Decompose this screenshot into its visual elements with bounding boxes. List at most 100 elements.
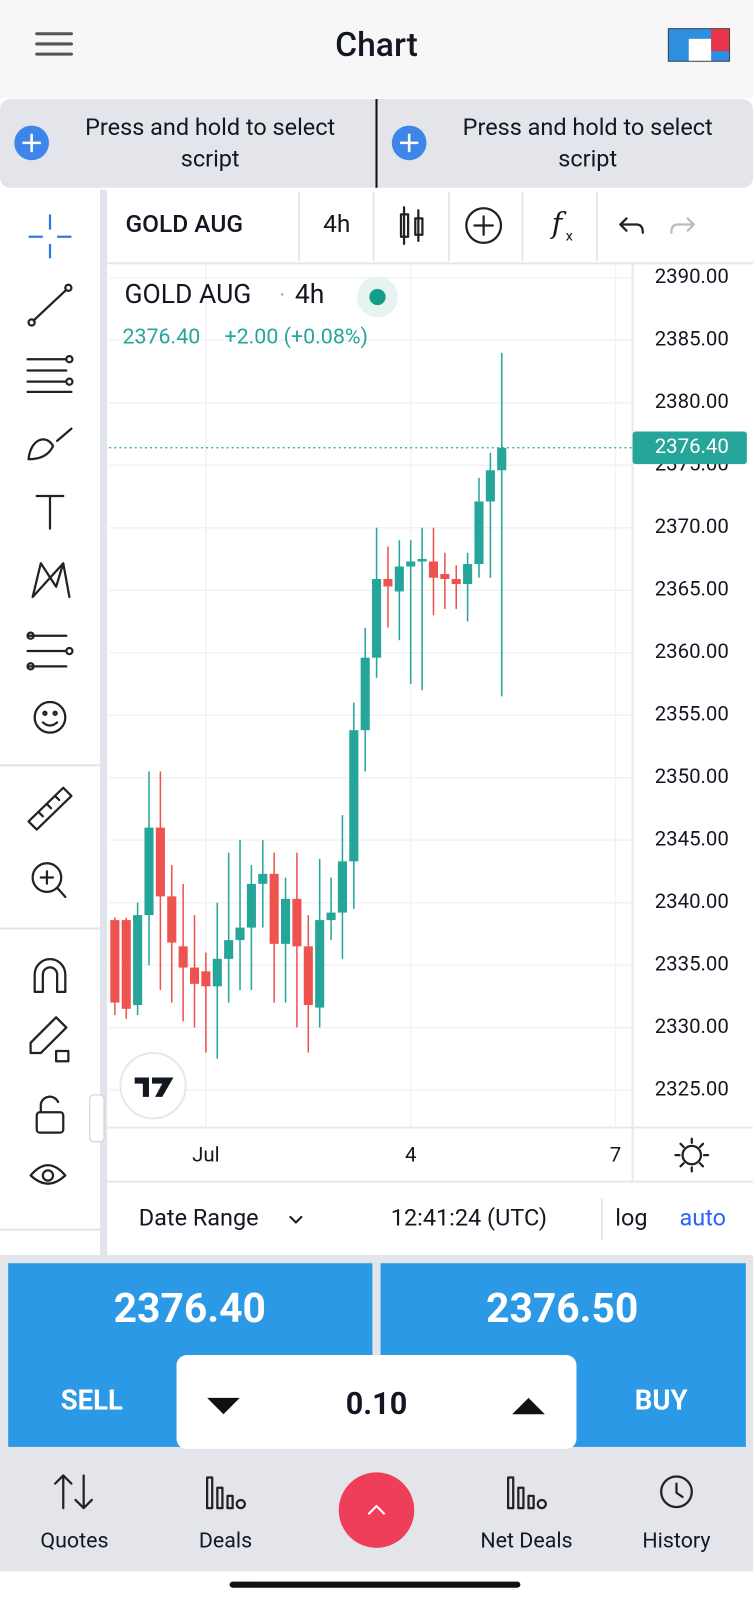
y-tick-label: 2325.00 bbox=[655, 1076, 729, 1100]
history-icon bbox=[660, 1475, 693, 1509]
brush-tool[interactable] bbox=[27, 427, 73, 461]
compare-button[interactable] bbox=[465, 207, 503, 245]
add-script-right[interactable] bbox=[391, 125, 427, 161]
candle-body bbox=[360, 657, 370, 731]
candle-body bbox=[212, 958, 222, 987]
candle-body bbox=[144, 827, 154, 916]
candles bbox=[109, 352, 633, 1059]
log-toggle[interactable]: log bbox=[615, 1204, 647, 1232]
settings-button[interactable] bbox=[674, 1137, 710, 1173]
header-bg bbox=[0, 0, 753, 99]
interval-button[interactable]: 4h bbox=[323, 209, 350, 238]
quantity[interactable]: 0.10 bbox=[346, 1387, 408, 1422]
candle-body bbox=[497, 447, 507, 471]
y-tick-label: 2370.00 bbox=[655, 514, 729, 538]
market-status-dot bbox=[369, 288, 386, 306]
deals-icon bbox=[206, 1476, 247, 1510]
fib-tool[interactable] bbox=[26, 355, 74, 393]
y-tick-label: 2365.00 bbox=[655, 577, 729, 601]
clock: 12:41:24 (UTC) bbox=[391, 1204, 547, 1232]
grid bbox=[109, 265, 633, 1128]
candle-body bbox=[440, 573, 450, 579]
symbol-button[interactable]: GOLD AUG bbox=[126, 209, 244, 238]
visibility-tool[interactable] bbox=[29, 1164, 67, 1185]
toolbar-separators bbox=[297, 191, 598, 262]
header-title: Chart bbox=[335, 26, 418, 65]
redo-button[interactable] bbox=[670, 217, 695, 234]
legend-price: 2376.40 bbox=[122, 324, 200, 349]
candle-body bbox=[246, 883, 256, 928]
emoji-tool[interactable] bbox=[33, 700, 67, 734]
candle-body bbox=[315, 920, 325, 1008]
toolbar-separator bbox=[99, 189, 108, 1256]
undo-button[interactable] bbox=[619, 217, 644, 234]
candle-body bbox=[337, 861, 347, 913]
candle-body bbox=[451, 578, 461, 584]
quotes-icon bbox=[53, 1474, 93, 1510]
y-tick-label: 2355.00 bbox=[655, 702, 729, 726]
account-flag[interactable] bbox=[667, 28, 731, 62]
ruler-tool[interactable] bbox=[27, 786, 73, 831]
legend-change: +2.00 (+0.08%) bbox=[224, 324, 368, 349]
legend-symbol: GOLD AUG bbox=[124, 279, 251, 310]
candle-body bbox=[258, 873, 268, 884]
candle-body bbox=[133, 915, 143, 1006]
candle-body bbox=[417, 558, 427, 562]
auto-toggle[interactable]: auto bbox=[680, 1204, 727, 1232]
legend-dot: · bbox=[280, 282, 285, 306]
script-hint: Press and hold to select bbox=[85, 113, 335, 141]
increase-quantity[interactable] bbox=[512, 1397, 545, 1415]
candle-body bbox=[110, 920, 120, 1003]
candle-body bbox=[349, 730, 359, 862]
candle-body bbox=[121, 920, 131, 1009]
sell-label: SELL bbox=[61, 1383, 123, 1416]
net-deals-icon bbox=[506, 1476, 547, 1510]
candle-body bbox=[155, 827, 165, 897]
candle-body bbox=[269, 873, 279, 944]
candle-body bbox=[326, 912, 336, 921]
prediction-tool[interactable] bbox=[26, 631, 74, 671]
nav-item[interactable]: Quotes bbox=[40, 1528, 108, 1553]
candle-body bbox=[235, 927, 245, 941]
candle-body bbox=[292, 898, 302, 947]
candle-body bbox=[406, 561, 416, 567]
nav-item[interactable]: History bbox=[642, 1528, 710, 1553]
indicators-button[interactable]: x bbox=[566, 229, 573, 245]
home-indicator bbox=[229, 1581, 521, 1588]
date-range-button[interactable]: Date Range bbox=[139, 1204, 259, 1232]
y-tick-label: 2380.00 bbox=[655, 389, 729, 413]
candle-body bbox=[372, 578, 382, 658]
pattern-tool[interactable] bbox=[31, 562, 71, 599]
magnet-tool[interactable] bbox=[33, 958, 67, 993]
script-hint: Press and hold to select bbox=[463, 113, 713, 141]
zoom-tool[interactable] bbox=[31, 862, 67, 899]
lock-tool[interactable] bbox=[35, 1095, 65, 1134]
text-tool[interactable] bbox=[35, 494, 65, 530]
y-tick-label: 2330.00 bbox=[655, 1014, 729, 1038]
trendline-tool[interactable] bbox=[27, 283, 73, 327]
nav-item[interactable]: Net Deals bbox=[480, 1528, 572, 1553]
menu-button[interactable] bbox=[35, 32, 73, 56]
add-script-left[interactable] bbox=[14, 125, 49, 161]
candle-body bbox=[383, 578, 393, 587]
candle-body bbox=[485, 470, 495, 502]
chart-type-button[interactable] bbox=[399, 206, 424, 246]
nav-item[interactable]: Deals bbox=[199, 1528, 252, 1553]
y-tick-label: 2335.00 bbox=[655, 951, 729, 975]
candle-body bbox=[178, 946, 188, 968]
y-tick-label: 2385.00 bbox=[655, 327, 729, 351]
crosshair-tool[interactable] bbox=[28, 214, 72, 259]
y-tick-label: 2390.00 bbox=[655, 264, 729, 288]
indicators-button[interactable]: f bbox=[550, 206, 567, 240]
candle-body bbox=[280, 898, 291, 944]
toolbar-collapse[interactable] bbox=[89, 1094, 105, 1143]
decrease-quantity[interactable] bbox=[207, 1397, 240, 1415]
lock-drawing-tool[interactable] bbox=[29, 1016, 70, 1063]
buy-label: BUY bbox=[635, 1383, 688, 1416]
menu-fab[interactable] bbox=[338, 1472, 415, 1548]
candle-body bbox=[394, 566, 404, 592]
script-hint: script bbox=[558, 144, 617, 172]
candle-body bbox=[463, 563, 473, 584]
